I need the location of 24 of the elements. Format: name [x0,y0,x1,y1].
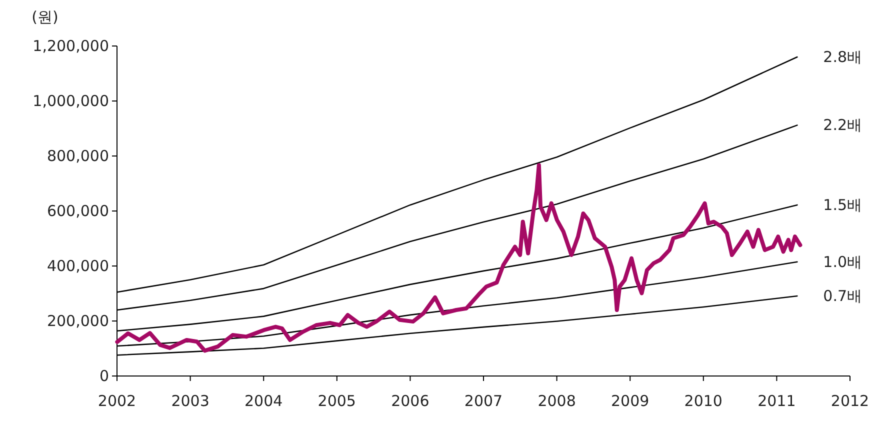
series-label: 1.5배 [823,196,862,214]
x-tick-label: 2011 [758,392,796,410]
y-tick-label: 800,000 [46,147,109,165]
x-tick-label: 2008 [538,392,576,410]
y-tick-label: 600,000 [46,202,109,220]
x-tick-label: 2005 [318,392,356,410]
x-tick-label: 2003 [171,392,210,410]
x-tick-label: 2012 [830,392,870,410]
series-label: 0.7배 [823,286,862,305]
x-tick-label: 2010 [684,392,722,410]
y-tick-label: 200,000 [46,312,109,330]
x-tick-label: 2002 [98,392,136,410]
y-tick-label: 1,200,000 [32,37,109,55]
y-tick-label: 1,000,000 [32,92,109,110]
x-tick-label: 2009 [611,392,650,410]
y-tick-label: 400,000 [46,257,109,275]
x-tick-label: 2007 [464,392,503,410]
series-label: 2.8배 [823,48,862,66]
series-label: 1.0배 [823,252,862,271]
y-tick-label: 0 [99,367,109,385]
series-label: 2.2배 [823,116,862,134]
x-tick-label: 2006 [391,392,430,410]
y-axis-title: (원) [32,8,58,26]
x-tick-label: 2004 [244,392,283,410]
